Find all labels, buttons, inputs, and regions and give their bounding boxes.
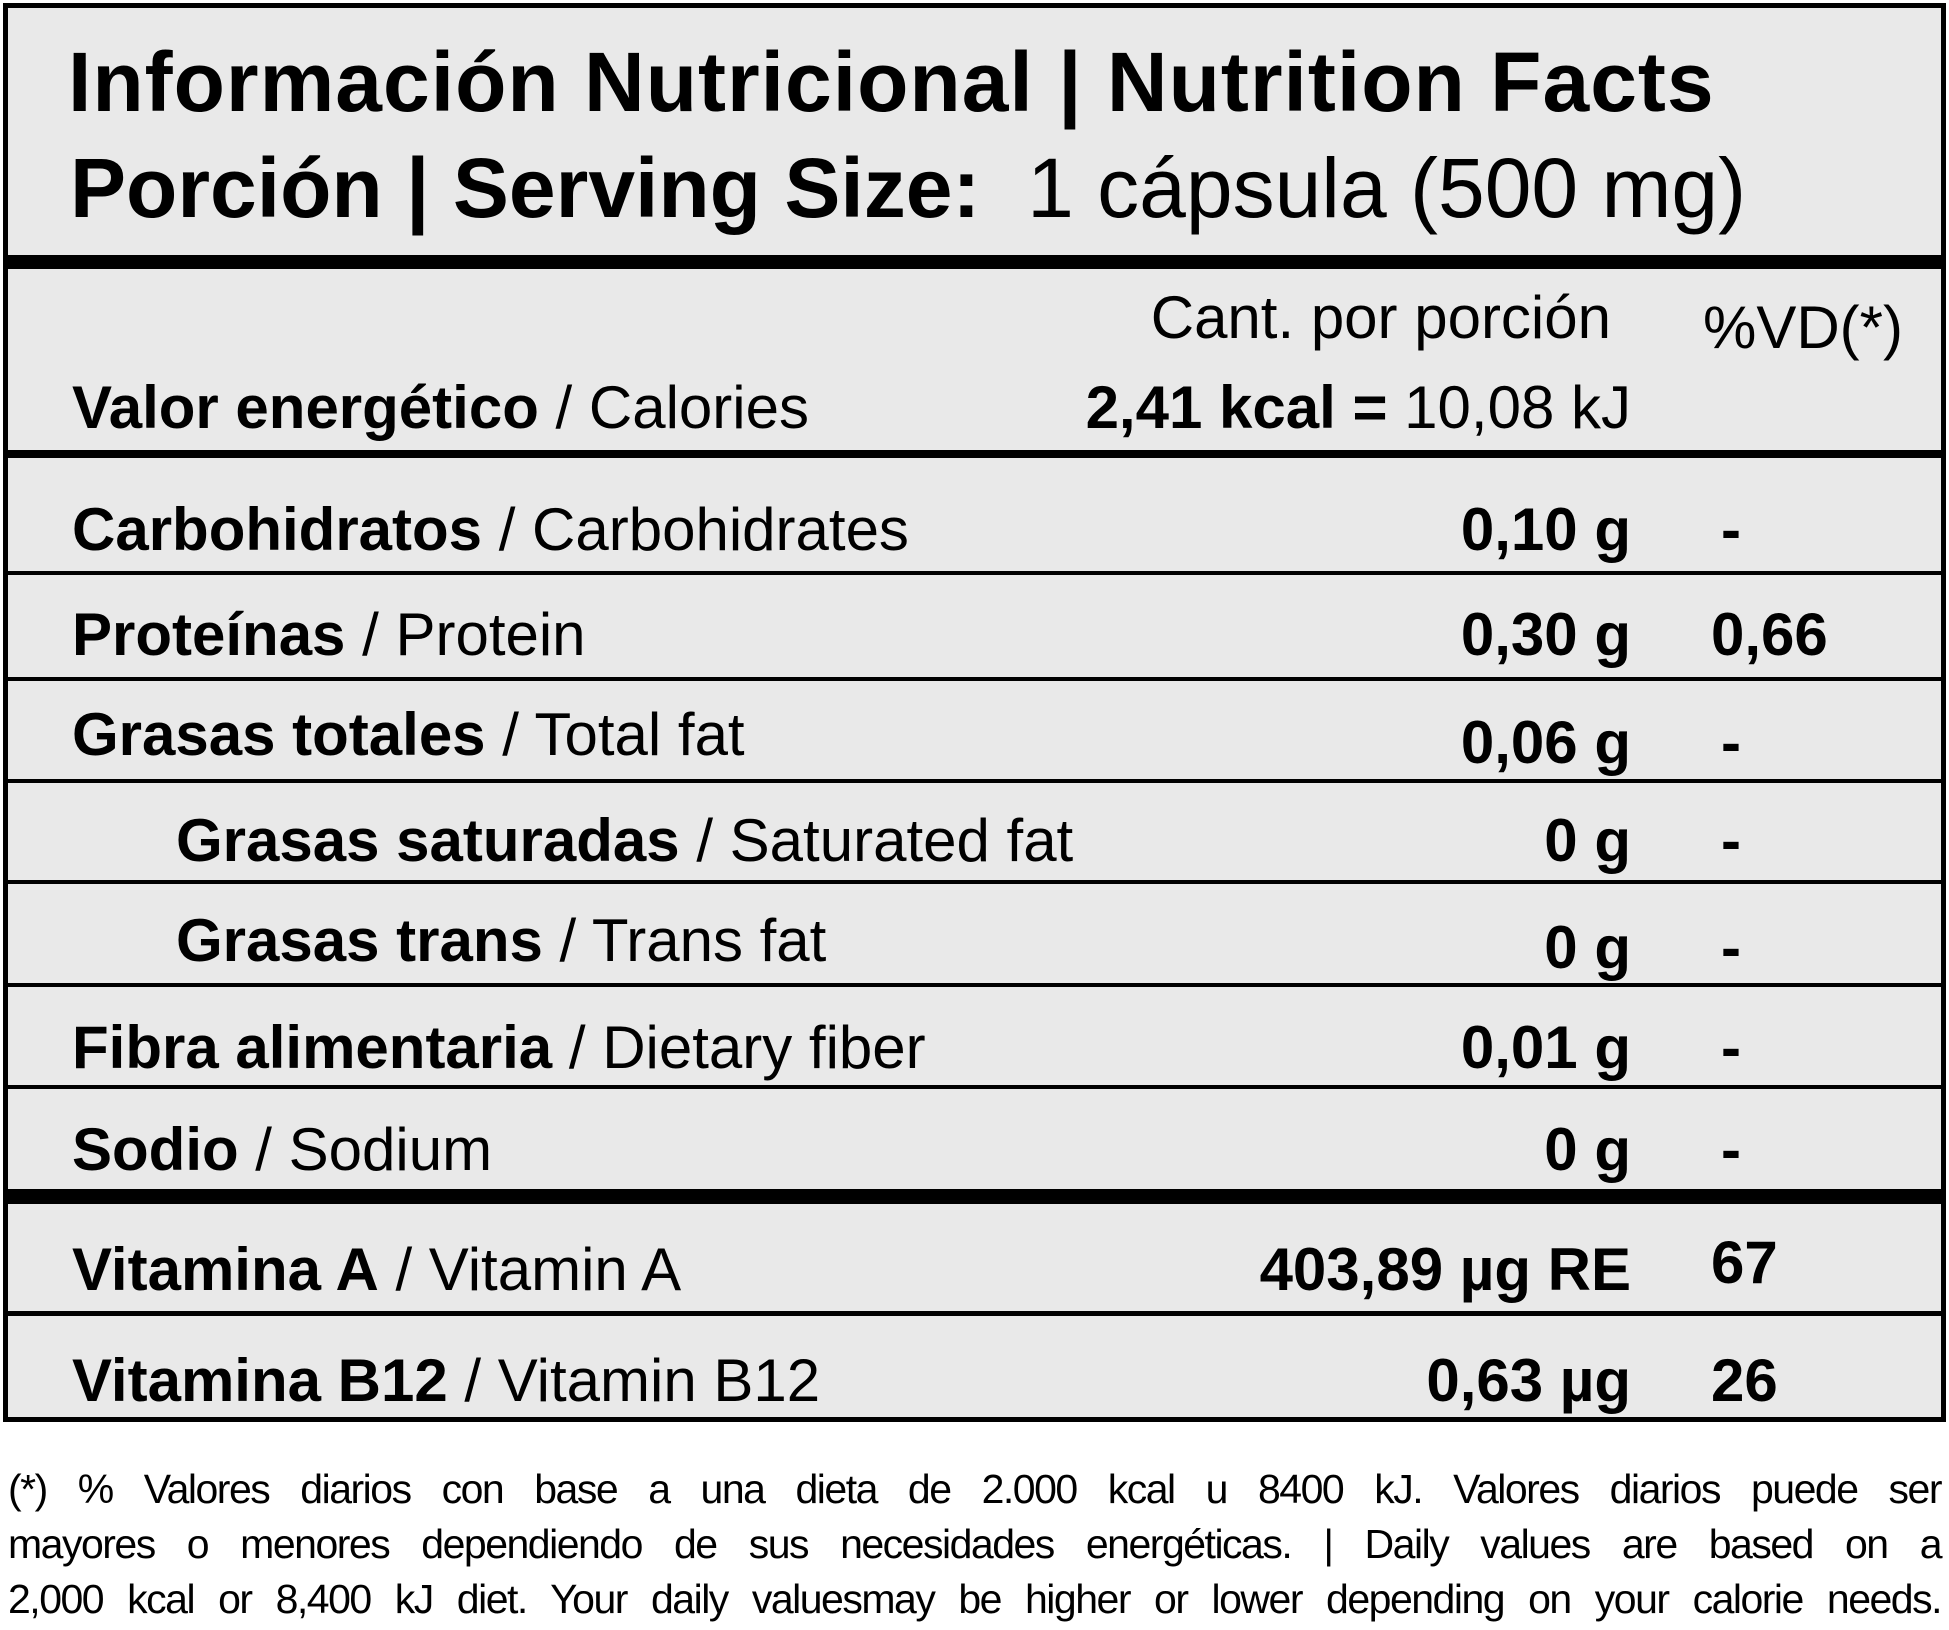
nutrition-facts-panel: Información Nutricional | Nutrition Fact…: [3, 3, 1946, 1422]
row-dv: -: [1721, 807, 1741, 874]
footnote-line: 2,000 kcal or 8,400 kJ diet. Your daily …: [8, 1576, 1943, 1622]
row-label: Fibra alimentaria / Dietary fiber: [72, 1014, 926, 1081]
row-label: Vitamina B12 / Vitamin B12: [72, 1347, 821, 1414]
row-label: Grasas saturadas / Saturated fat: [176, 807, 1074, 874]
row-dv: -: [1721, 914, 1741, 981]
row-amount: 0 g: [1544, 807, 1631, 874]
row-amount: 0 g: [1544, 1116, 1631, 1183]
calories-label-es: Valor energético: [72, 374, 539, 441]
serving-size-value: 1 cápsula (500 mg): [1027, 141, 1747, 235]
row-divider: [8, 677, 1941, 681]
row-dv: 26: [1711, 1347, 1778, 1414]
row-amount: 0 g: [1544, 914, 1631, 981]
label-title: Información Nutricional | Nutrition Fact…: [68, 35, 1715, 129]
row-dv: 0,66: [1711, 601, 1828, 668]
row-divider: [8, 880, 1941, 884]
row-divider: [8, 571, 1941, 575]
amount-column-header: Cant. por porción: [1150, 284, 1611, 351]
calories-amount: 2,41 kcal = 10,08 kJ: [1086, 378, 1631, 438]
row-dv: -: [1721, 709, 1741, 776]
row-divider: [8, 1085, 1941, 1089]
row-label: Sodio / Sodium: [72, 1116, 493, 1183]
row-label: Grasas totales / Total fat: [72, 701, 745, 768]
calories-divider: [8, 450, 1941, 458]
row-dv: 67: [1711, 1229, 1778, 1296]
row-divider: [8, 1311, 1941, 1316]
calories-kcal: 2,41 kcal =: [1085, 374, 1388, 441]
serving-size: Porción | Serving Size: 1 cápsula (500 m…: [70, 146, 1746, 230]
row-label: Proteínas / Protein: [72, 601, 586, 668]
row-dv: -: [1721, 1116, 1741, 1183]
row-amount: 403,89 µg RE: [1259, 1236, 1631, 1303]
row-amount: 0,10 g: [1460, 496, 1631, 563]
dv-column-header: %VD(*): [1702, 294, 1903, 361]
row-label: Grasas trans / Trans fat: [176, 907, 827, 974]
row-label: Carbohidratos / Carbohidrates: [72, 496, 909, 563]
daily-values-footnote: (*) % Valores diarios con base a una die…: [8, 1462, 1943, 1627]
row-amount: 0,30 g: [1460, 601, 1631, 668]
calories-kj: 10,08 kJ: [1387, 374, 1631, 441]
row-dv: -: [1721, 1014, 1741, 1081]
calories-label: Valor energético / Calories: [72, 378, 809, 438]
footnote-line: (*) % Valores diarios con base a una die…: [8, 1466, 1943, 1512]
row-divider: [8, 779, 1941, 783]
footnote-line: mayores o menores dependiendo de sus nec…: [8, 1521, 1943, 1567]
vitamins-divider: [8, 1189, 1941, 1204]
header-divider: [8, 255, 1941, 269]
row-divider: [8, 983, 1941, 987]
row-label: Vitamina A / Vitamin A: [72, 1236, 682, 1303]
serving-size-label: Porción | Serving Size:: [70, 141, 981, 235]
row-amount: 0,01 g: [1460, 1014, 1631, 1081]
row-amount: 0,06 g: [1460, 709, 1631, 776]
row-amount: 0,63 µg: [1426, 1347, 1631, 1414]
row-dv: -: [1721, 496, 1741, 563]
calories-label-en: / Calories: [538, 374, 809, 441]
